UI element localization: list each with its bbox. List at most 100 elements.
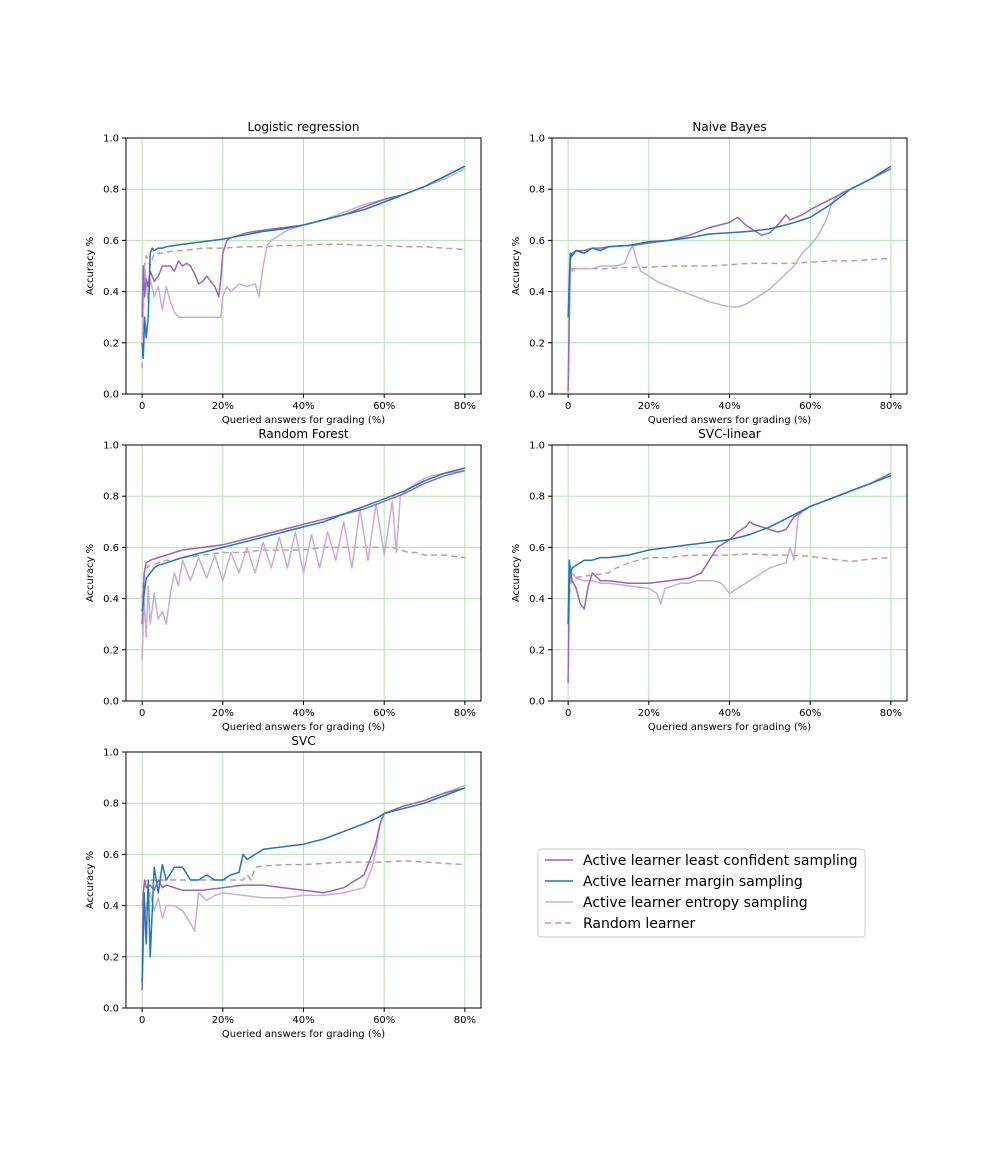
y-tick-label: 0.6 <box>103 543 119 554</box>
series-group <box>141 784 466 991</box>
y-tick-label: 1.0 <box>103 134 119 145</box>
y-tick-label: 0.8 <box>529 492 545 503</box>
series-line-entropy <box>567 472 892 625</box>
x-tick-label: 80% <box>454 1015 476 1026</box>
y-tick-label: 1.0 <box>529 441 545 452</box>
series-line-margin <box>141 787 466 983</box>
y-tick-label: 0.8 <box>103 185 119 196</box>
legend: Active learner least confident sampling … <box>537 848 866 938</box>
y-tick-label: 1.0 <box>103 748 119 759</box>
chart-svc: 0 20% 40% 60% 80% 0.0 0.2 0.4 0.6 0.8 1.0 SVC Querie… <box>85 734 482 1040</box>
y-tick-label: 0.8 <box>103 492 119 503</box>
chart-logistic-regression: 0 20% 40% 60% 80% 0.0 0.2 0.4 0.6 0.8 1.0 Logistic … <box>85 120 482 426</box>
series-line-entropy <box>141 168 466 343</box>
y-tick-label: 0.0 <box>103 390 119 401</box>
chart-naive-bayes: 0 20% 40% 60% 80% 0.0 0.2 0.4 0.6 0.8 1.0 Naive Bay… <box>511 120 908 426</box>
y-tick-label: 0.6 <box>529 543 545 554</box>
x-tick-label: 40% <box>292 1015 314 1026</box>
x-tick-label: 80% <box>880 401 902 412</box>
legend-label-least-confident: Active learner least confident sampling <box>583 853 858 869</box>
x-tick-label: 60% <box>799 401 821 412</box>
y-tick-label: 0.0 <box>103 1004 119 1015</box>
x-tick-label: 20% <box>638 708 660 719</box>
y-tick-label: 0.4 <box>103 287 119 298</box>
y-tick-label: 0.6 <box>103 850 119 861</box>
y-axis-label: Accuracy % <box>85 237 96 295</box>
series-line-random <box>141 860 465 906</box>
y-tick-label: 0.2 <box>103 952 119 963</box>
series-line-margin <box>567 165 892 318</box>
x-axis-label: Queried answers for grading (%) <box>222 1029 385 1040</box>
series-line-least-confident <box>141 787 466 991</box>
x-axis-label: Queried answers for grading (%) <box>648 722 811 733</box>
x-tick-label: 60% <box>373 1015 395 1026</box>
series-line-least-confident <box>567 472 892 684</box>
x-tick-label: 20% <box>212 1015 234 1026</box>
chart-title: Logistic regression <box>248 120 360 134</box>
y-tick-label: 0.8 <box>103 799 119 810</box>
y-tick-label: 0.2 <box>103 338 119 349</box>
x-tick-label: 80% <box>454 401 476 412</box>
y-tick-label: 1.0 <box>529 134 545 145</box>
y-tick-label: 0.0 <box>103 697 119 708</box>
y-tick-label: 0.2 <box>529 645 545 656</box>
x-tick-label: 0 <box>139 708 145 719</box>
y-axis-label: Accuracy % <box>85 544 96 602</box>
y-axis-label: Accuracy % <box>511 544 522 602</box>
x-tick-label: 20% <box>638 401 660 412</box>
y-tick-label: 0.4 <box>529 594 545 605</box>
chart-title: SVC-linear <box>698 427 761 441</box>
series-line-margin <box>567 474 892 625</box>
x-tick-label: 20% <box>212 708 234 719</box>
y-tick-label: 0.6 <box>103 236 119 247</box>
x-tick-label: 80% <box>880 708 902 719</box>
x-tick-label: 40% <box>718 708 740 719</box>
y-tick-label: 0.2 <box>529 338 545 349</box>
y-axis-label: Accuracy % <box>85 851 96 909</box>
x-tick-label: 60% <box>799 708 821 719</box>
x-tick-label: 0 <box>565 401 571 412</box>
y-tick-label: 1.0 <box>103 441 119 452</box>
series-group <box>141 467 466 661</box>
legend-label-entropy: Active learner entropy sampling <box>583 895 808 911</box>
series-line-margin <box>141 165 466 359</box>
x-tick-label: 40% <box>292 401 314 412</box>
x-axis-label: Queried answers for grading (%) <box>648 415 811 426</box>
series-line-random <box>567 553 891 625</box>
x-tick-label: 80% <box>454 708 476 719</box>
y-tick-label: 0.6 <box>529 236 545 247</box>
x-tick-label: 40% <box>292 708 314 719</box>
y-axis-label: Accuracy % <box>511 237 522 295</box>
series-line-least-confident <box>141 469 466 625</box>
y-tick-label: 0.4 <box>103 594 119 605</box>
x-axis-label: Queried answers for grading (%) <box>222 415 385 426</box>
series-line-random <box>141 243 465 369</box>
x-axis-label: Queried answers for grading (%) <box>222 722 385 733</box>
x-tick-label: 60% <box>373 708 395 719</box>
series-group <box>567 165 892 392</box>
y-tick-label: 0.0 <box>529 390 545 401</box>
y-tick-label: 0.2 <box>103 645 119 656</box>
y-tick-label: 0.4 <box>103 901 119 912</box>
chart-title: SVC <box>291 734 315 748</box>
y-tick-label: 0.0 <box>529 697 545 708</box>
y-tick-label: 0.8 <box>529 185 545 196</box>
legend-label-margin: Active learner margin sampling <box>583 874 803 890</box>
x-tick-label: 0 <box>139 401 145 412</box>
x-tick-label: 40% <box>718 401 740 412</box>
series-group <box>141 165 466 369</box>
legend-frame <box>537 848 866 938</box>
chart-svc-linear: 0 20% 40% 60% 80% 0.0 0.2 0.4 0.6 0.8 1.0 SVC-linea… <box>511 427 908 733</box>
y-tick-label: 0.4 <box>529 287 545 298</box>
chart-title: Random Forest <box>258 427 349 441</box>
x-tick-label: 60% <box>373 401 395 412</box>
series-line-entropy <box>567 168 892 392</box>
series-line-margin <box>141 467 466 612</box>
x-tick-label: 20% <box>212 401 234 412</box>
chart-title: Naive Bayes <box>692 120 766 134</box>
series-group <box>567 472 892 684</box>
legend-label-random: Random learner <box>583 916 695 932</box>
series-line-entropy <box>141 469 465 661</box>
